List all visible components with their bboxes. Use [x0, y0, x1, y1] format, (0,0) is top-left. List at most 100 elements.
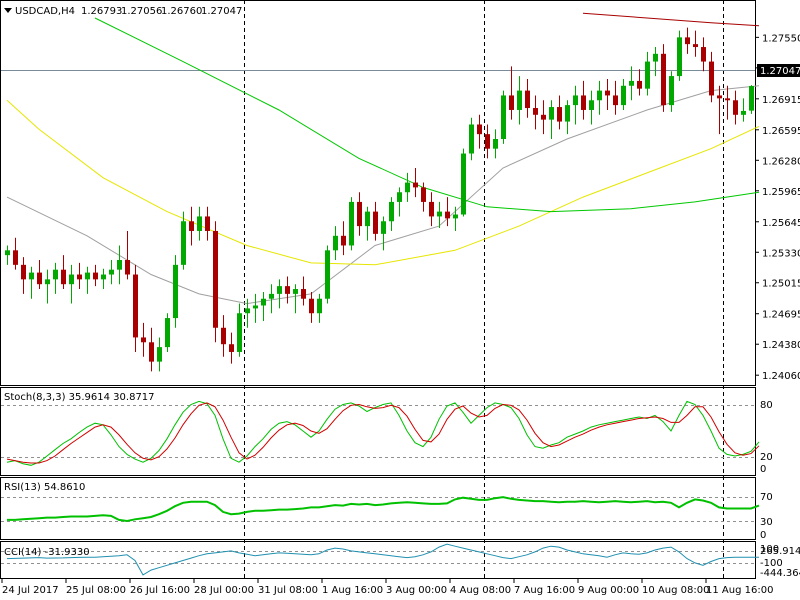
candle-body: [677, 37, 682, 77]
candle-body: [445, 211, 450, 219]
candle-body: [597, 90, 602, 101]
candle-body: [509, 95, 514, 110]
time-axis-label: 26 Jul 16:00: [130, 585, 190, 596]
price-axis-label: 1.24060: [762, 371, 800, 382]
candle-body: [309, 298, 314, 314]
candle-body: [13, 250, 18, 265]
candle-body: [685, 37, 690, 45]
stoch-level-80: 80: [760, 400, 773, 411]
candle-body: [125, 260, 130, 275]
candle-body: [317, 298, 322, 314]
rsi-line: [7, 496, 760, 523]
candle-body: [637, 80, 642, 89]
cci-pane-border: [0, 541, 756, 579]
stoch-main-line: [6, 400, 760, 466]
price-axis-label: 1.25330: [762, 248, 800, 259]
candle-body: [693, 44, 698, 48]
candle-body: [21, 264, 26, 280]
cci-label: CCI(14) -31.9330: [4, 547, 90, 558]
candle-body: [77, 274, 82, 280]
candle-body: [85, 272, 90, 280]
candle-body: [341, 235, 346, 246]
time-axis-label: 31 Jul 08:00: [258, 585, 318, 596]
candle-body: [381, 221, 386, 234]
candle-body: [541, 114, 546, 120]
candle-body: [581, 95, 586, 110]
candle-body: [253, 305, 258, 309]
triangle-down-icon[interactable]: [4, 8, 12, 13]
candle-body: [485, 134, 490, 149]
candle-body: [269, 293, 274, 299]
candle-body: [213, 230, 218, 328]
candle-body: [701, 47, 706, 62]
candle-body: [749, 86, 754, 111]
candle-body: [261, 298, 266, 306]
stoch-level-20: 20: [760, 452, 773, 463]
candle-body: [333, 235, 338, 251]
candle-body: [589, 100, 594, 110]
candle-body: [53, 269, 58, 280]
time-axis-label: 10 Aug 08:00: [642, 585, 709, 596]
ohlc-high: 1.27056: [121, 6, 162, 17]
candle-body: [373, 211, 378, 234]
price-axis-label: 1.25645: [762, 218, 800, 229]
candle-body: [493, 139, 498, 149]
time-axis-label: 28 Jul 00:00: [194, 585, 254, 596]
candle-body: [45, 279, 50, 285]
candle-body: [437, 211, 442, 217]
rsi-level-0: 0: [760, 530, 766, 541]
stoch-pane-border: [0, 387, 756, 476]
candle-body: [277, 286, 282, 294]
moving-average-line: [6, 99, 760, 266]
candle-body: [461, 153, 466, 215]
candle-body: [669, 76, 674, 106]
time-axis: 24 Jul 2017 25 Jul 08:00 26 Jul 16:00 28 Ju…: [1, 579, 773, 596]
time-axis-label: 24 Jul 2017: [2, 585, 59, 596]
current-price-tag-text: 1.27047: [760, 66, 800, 77]
candle-body: [357, 201, 362, 227]
candle-body: [205, 216, 210, 231]
candle-body: [117, 260, 122, 270]
time-axis-label: 11 Aug 16:00: [706, 585, 773, 596]
candle-body: [389, 201, 394, 222]
price-axis-label: 1.27550: [762, 33, 800, 44]
candle-body: [149, 342, 154, 362]
rsi-label: RSI(13) 54.8610: [4, 482, 85, 493]
candle-body: [245, 308, 250, 314]
candle-body: [61, 269, 66, 285]
price-axis-label: 1.25965: [762, 187, 800, 198]
price-axis-label: 1.25015: [762, 279, 800, 290]
candle-body: [709, 61, 714, 96]
main-pane-border: [0, 0, 756, 386]
candle-body: [141, 337, 146, 343]
candle-body: [421, 187, 426, 202]
candle-body: [741, 110, 746, 115]
moving-averages: [6, 12, 760, 305]
price-axis-label: 1.26915: [762, 95, 800, 106]
time-axis-label: 9 Aug 00:00: [578, 585, 639, 596]
candle-body: [221, 327, 226, 345]
candle-body: [349, 201, 354, 246]
candle-body: [629, 80, 634, 86]
cci-level-100: 100: [760, 544, 779, 555]
candle-body: [157, 347, 162, 362]
price-axis-label: 1.24380: [762, 340, 800, 351]
candle-body: [165, 318, 170, 348]
candle-body: [429, 201, 434, 217]
time-axis-label: 7 Aug 16:00: [514, 585, 575, 596]
candle-body: [533, 108, 538, 115]
time-axis-label: 25 Jul 08:00: [66, 585, 126, 596]
stoch-signal-line: [6, 402, 760, 464]
price-axis: 1.275501.272351.269151.265951.262801.259…: [755, 33, 800, 382]
moving-average-line: [94, 17, 760, 213]
candle-body: [613, 95, 618, 106]
candle-body: [325, 250, 330, 299]
price-axis-label: 1.24695: [762, 310, 800, 321]
candle-body: [645, 61, 650, 89]
rsi-level-70: 70: [760, 492, 773, 503]
stoch-label: Stoch(8,3,3) 35.9614 30.8717: [4, 392, 155, 403]
rsi-level-30: 30: [760, 517, 773, 528]
symbol-label: USDCAD,H4: [15, 6, 75, 17]
